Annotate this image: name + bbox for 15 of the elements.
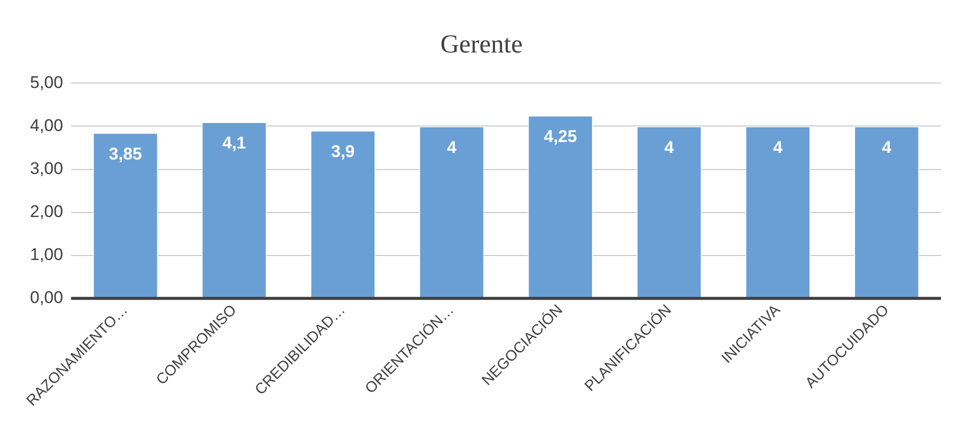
data-label: 4 (773, 138, 784, 157)
y-tick-label: 2,00 (30, 202, 64, 222)
data-label: 4 (664, 138, 674, 157)
data-label: 3,9 (331, 142, 355, 162)
y-tick-label: 0,00 (30, 288, 64, 308)
y-tick-label: 3,00 (30, 158, 64, 178)
y-tick-label: 1,00 (30, 245, 64, 264)
data-label: 4 (446, 138, 457, 157)
data-label: 4,1 (222, 134, 246, 153)
chart-title: Gerente (440, 29, 523, 58)
y-tick-label: 4,00 (30, 116, 64, 135)
data-label: 4,25 (544, 127, 577, 146)
y-tick-label: 5,00 (30, 72, 64, 92)
data-label: 3,85 (108, 144, 142, 164)
data-label: 4 (882, 138, 892, 157)
